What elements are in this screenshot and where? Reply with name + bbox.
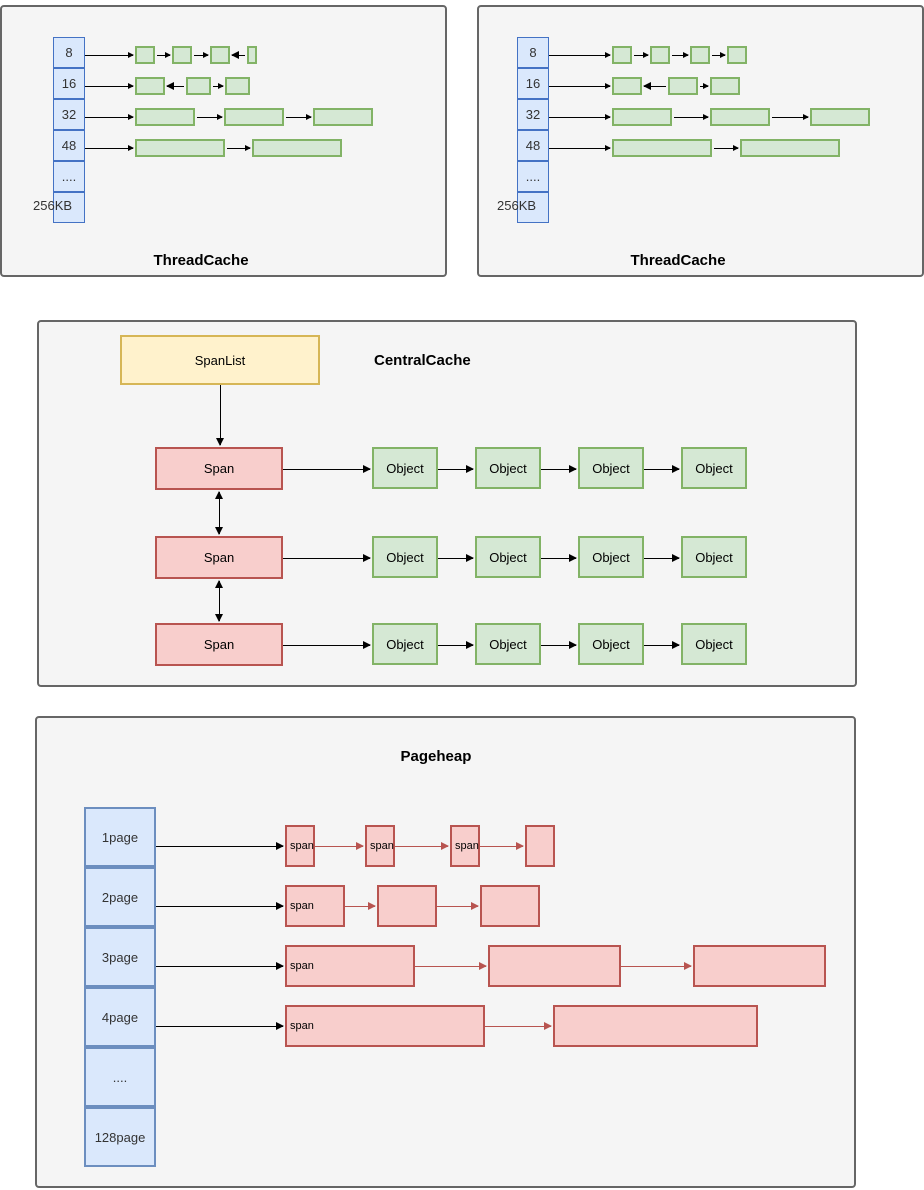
free-block <box>224 108 284 126</box>
object-box: Object <box>681 447 747 489</box>
free-block <box>650 46 670 64</box>
free-block <box>740 139 840 157</box>
size-cell: 48 <box>53 130 85 161</box>
pageheap-span: span <box>285 1005 485 1047</box>
centralcache-title: CentralCache <box>374 352 471 369</box>
free-block <box>810 108 870 126</box>
object-box: Object <box>578 623 644 665</box>
page-cell: 3page <box>84 927 156 987</box>
pageheap-span <box>377 885 437 927</box>
page-cell: 128page <box>84 1107 156 1167</box>
pageheap-span <box>488 945 621 987</box>
object-box: Object <box>578 447 644 489</box>
free-block <box>668 77 698 95</box>
span-box: Span <box>155 536 283 579</box>
free-block <box>612 139 712 157</box>
size-cell: 48 <box>517 130 549 161</box>
free-block <box>690 46 710 64</box>
free-block <box>135 46 155 64</box>
free-block <box>252 139 342 157</box>
size-cell: .... <box>53 161 85 192</box>
free-block <box>612 77 642 95</box>
size-cell: 32 <box>517 99 549 130</box>
free-block <box>612 108 672 126</box>
free-block <box>135 77 165 95</box>
object-box: Object <box>372 447 438 489</box>
free-block <box>186 77 211 95</box>
size-cell: 8 <box>517 37 549 68</box>
size-cell: .... <box>517 161 549 192</box>
page-cell: .... <box>84 1047 156 1107</box>
free-block <box>247 46 257 64</box>
object-box: Object <box>578 536 644 578</box>
pageheap-span: span <box>285 945 415 987</box>
free-block <box>710 108 770 126</box>
pageheap-span: span <box>285 825 315 867</box>
pageheap-span <box>480 885 540 927</box>
free-block <box>135 139 225 157</box>
pageheap-title: Pageheap <box>401 748 472 765</box>
object-box: Object <box>475 536 541 578</box>
size-cell: 16 <box>517 68 549 99</box>
pageheap-span <box>693 945 826 987</box>
threadcache-title: ThreadCache <box>154 252 249 269</box>
object-box: Object <box>475 447 541 489</box>
pageheap-span <box>525 825 555 867</box>
size-cell: 8 <box>53 37 85 68</box>
span-box: Span <box>155 623 283 666</box>
spanlist-box: SpanList <box>120 335 320 385</box>
span-box: Span <box>155 447 283 490</box>
free-block <box>210 46 230 64</box>
size-label-last: 256KB <box>33 198 72 213</box>
free-block <box>135 108 195 126</box>
pageheap-span <box>553 1005 758 1047</box>
size-cell: 32 <box>53 99 85 130</box>
free-block <box>313 108 373 126</box>
pageheap-span: span <box>285 885 345 927</box>
size-label-last: 256KB <box>497 198 536 213</box>
free-block <box>225 77 250 95</box>
size-cell: 16 <box>53 68 85 99</box>
pageheap-span: span <box>365 825 395 867</box>
page-cell: 2page <box>84 867 156 927</box>
object-box: Object <box>681 623 747 665</box>
free-block <box>727 46 747 64</box>
object-box: Object <box>681 536 747 578</box>
object-box: Object <box>475 623 541 665</box>
page-cell: 1page <box>84 807 156 867</box>
threadcache-title: ThreadCache <box>631 252 726 269</box>
page-cell: 4page <box>84 987 156 1047</box>
free-block <box>172 46 192 64</box>
free-block <box>710 77 740 95</box>
pageheap-span: span <box>450 825 480 867</box>
free-block <box>612 46 632 64</box>
object-box: Object <box>372 536 438 578</box>
object-box: Object <box>372 623 438 665</box>
